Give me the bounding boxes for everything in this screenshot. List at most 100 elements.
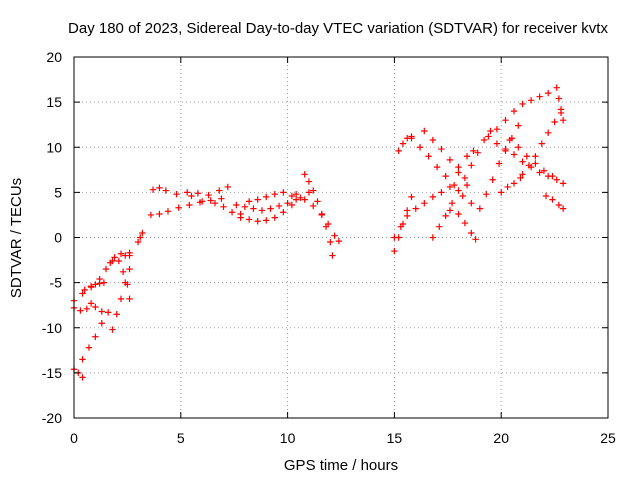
series-track-b (70, 300, 105, 315)
data-point (532, 160, 539, 167)
data-point (504, 183, 511, 191)
data-point (442, 172, 449, 180)
data-point (314, 198, 321, 205)
data-point (544, 129, 552, 137)
data-point (502, 145, 509, 153)
data-point (263, 193, 270, 201)
series-track-j (149, 183, 231, 199)
data-point (137, 234, 144, 241)
y-tick-label: -5 (50, 275, 63, 291)
data-point (549, 172, 556, 180)
series-track-l (188, 192, 244, 221)
data-point (474, 149, 481, 156)
data-point (519, 158, 526, 165)
data-point (162, 187, 170, 194)
data-point (412, 205, 419, 212)
series-track-ae (519, 109, 565, 178)
series-track-q (292, 190, 343, 245)
data-point (557, 106, 565, 113)
data-point (79, 290, 86, 297)
data-point (175, 204, 182, 211)
data-point (149, 186, 157, 193)
data-point (559, 205, 567, 212)
data-point (555, 201, 563, 209)
data-point (288, 192, 296, 200)
data-point (391, 247, 398, 255)
series-track-n (237, 189, 313, 225)
data-point (536, 169, 543, 176)
series-track-x (446, 207, 479, 243)
data-point (258, 207, 266, 214)
data-point (119, 268, 127, 275)
data-point (327, 238, 334, 246)
data-point (408, 193, 415, 201)
data-point (305, 178, 313, 185)
data-point (79, 374, 86, 381)
data-point (224, 183, 231, 191)
data-point (117, 250, 125, 257)
data-point (502, 116, 509, 124)
series-track-ab (485, 133, 567, 187)
series-track-aa (493, 89, 552, 133)
data-point (115, 257, 123, 265)
data-point (489, 176, 496, 183)
data-point (324, 220, 332, 228)
data-point (461, 174, 469, 182)
x-tick-label: 25 (600, 430, 616, 446)
data-point (451, 181, 458, 189)
data-point (436, 223, 443, 230)
y-tick-label: -15 (42, 365, 62, 381)
data-point (468, 162, 475, 169)
data-point (297, 194, 304, 201)
data-point (442, 212, 449, 220)
x-tick-label: 0 (70, 430, 78, 446)
data-point (542, 192, 550, 200)
data-point (218, 195, 225, 202)
axis-ticks (73, 56, 609, 419)
series-track-i (134, 229, 146, 246)
data-point (468, 200, 475, 207)
data-point (117, 295, 125, 303)
data-point (102, 265, 110, 273)
data-point (438, 189, 445, 196)
series-track-o (245, 189, 296, 205)
data-point (104, 309, 112, 316)
data-point (310, 202, 317, 210)
data-point (448, 200, 456, 207)
series-track-h (117, 249, 133, 259)
data-point (331, 232, 338, 239)
data-point (463, 153, 471, 160)
data-point (515, 122, 522, 129)
data-point (147, 211, 155, 219)
data-point (523, 153, 531, 160)
data-point (301, 171, 308, 178)
data-point (81, 286, 88, 294)
series-track-d (79, 309, 112, 363)
series-track-t (395, 133, 415, 155)
data-point (124, 281, 131, 288)
data-point (220, 203, 227, 211)
data-point (284, 200, 291, 207)
data-point (510, 180, 518, 187)
series-track-f (109, 252, 133, 333)
data-point (87, 300, 95, 307)
data-point (463, 181, 471, 189)
data-point (525, 162, 533, 169)
data-point (506, 136, 513, 144)
data-point (211, 200, 219, 207)
data-point (271, 190, 278, 198)
x-tick-label: 5 (177, 430, 185, 446)
data-point (468, 229, 475, 237)
data-point (553, 176, 560, 183)
data-point (173, 190, 180, 198)
data-point (555, 95, 563, 102)
data-point (188, 192, 195, 200)
data-point (228, 209, 236, 216)
data-point (305, 189, 313, 196)
series-track-y (455, 147, 477, 171)
data-point (455, 169, 462, 176)
data-point (318, 211, 325, 219)
data-point (433, 163, 441, 171)
data-point (487, 127, 494, 135)
series-track-ad (498, 174, 524, 196)
